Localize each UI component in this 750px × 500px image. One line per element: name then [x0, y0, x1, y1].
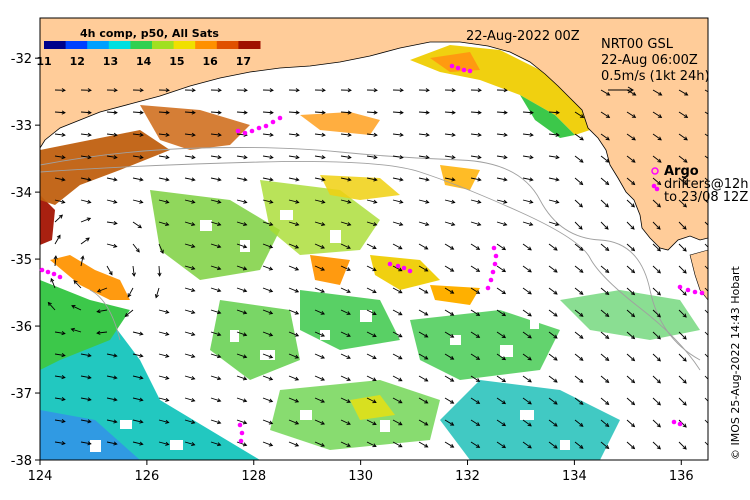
drifter-point [494, 254, 499, 259]
drifter-point [58, 275, 63, 280]
colorbar-title: 4h comp, p50, All Sats [80, 27, 219, 40]
drifter-point [678, 422, 683, 427]
current-arrowhead [709, 226, 712, 229]
drifter-point [402, 266, 407, 271]
drifter-point [450, 64, 455, 69]
colorbar-swatch [217, 41, 239, 49]
x-tick-label: 132 [455, 469, 480, 484]
drifter-point [278, 116, 283, 121]
drifter-point [491, 270, 496, 275]
colorbar-swatch [109, 41, 131, 49]
current-arrowhead [709, 292, 712, 295]
current-arrowhead [710, 137, 713, 140]
colorbar-label: 13 [103, 55, 118, 68]
drifter-point [678, 285, 683, 290]
current-time: 22-Aug 06:00Z [601, 53, 698, 68]
drifter-point [686, 288, 691, 293]
y-axis: -32 -33 -34 -35 -36 -37 -38 [11, 52, 40, 469]
current-arrowhead [709, 358, 712, 361]
current-arrowhead [709, 159, 712, 162]
drifter-point [388, 262, 393, 267]
drifter-point [236, 129, 241, 134]
drifter-point [693, 290, 698, 295]
drifter-point [52, 272, 57, 277]
drifter-point [700, 291, 705, 296]
y-tick-label: -38 [11, 454, 32, 469]
colorbar-label: 12 [70, 55, 85, 68]
current-scale: 0.5m/s (1kt 24h) [601, 69, 710, 84]
colorbar-label: 15 [169, 55, 184, 68]
current-arrowhead [709, 270, 712, 273]
x-tick-label: 136 [669, 469, 694, 484]
drifter-point [492, 246, 497, 251]
drifter-point [462, 68, 467, 73]
drifter-point [672, 420, 677, 425]
colorbar-label: 11 [36, 55, 51, 68]
drifter-point [250, 129, 255, 134]
drifter-point [264, 124, 269, 129]
drifter-point [489, 278, 494, 283]
x-tick-label: 130 [348, 469, 373, 484]
colorbar-swatch [66, 41, 88, 49]
current-arrowhead [709, 248, 712, 251]
colorbar-swatch [174, 41, 196, 49]
x-tick-label: 134 [562, 469, 587, 484]
y-tick-label: -33 [11, 119, 32, 134]
colorbar-swatch [44, 41, 66, 49]
drifter-point [238, 423, 243, 428]
colorbar-label: 14 [136, 55, 152, 68]
colorbar-swatch [195, 41, 217, 49]
drifter-point [243, 131, 248, 136]
colorbar-label: 16 [202, 55, 218, 68]
colorbar-label: 17 [236, 55, 251, 68]
y-tick-label: -34 [11, 186, 32, 201]
drifter-point [468, 69, 473, 74]
current-arrowhead [709, 446, 712, 449]
drifter-point [396, 264, 401, 269]
colorbar-swatch [130, 41, 152, 49]
drifter-point [456, 66, 461, 71]
y-tick-label: -36 [11, 320, 32, 335]
drifter-point [408, 269, 413, 274]
current-arrowhead [709, 402, 712, 405]
current-product: NRT00 GSL [601, 37, 674, 52]
x-tick-label: 124 [28, 469, 53, 484]
current-arrowhead [709, 380, 712, 383]
colorbar-swatch [238, 41, 260, 49]
drifter-point [40, 268, 45, 273]
drifter-point [271, 120, 276, 125]
x-tick-label: 128 [241, 469, 266, 484]
y-tick-label: -35 [11, 253, 32, 268]
credit-text: © IMOS 25-Aug-2022 14:43 Hobart [729, 266, 742, 460]
y-tick-label: -37 [11, 387, 32, 402]
drifter-point [257, 126, 262, 131]
current-arrowhead [710, 92, 713, 95]
colorbar-swatch [152, 41, 174, 49]
colorbar-strip [44, 41, 261, 49]
drifter-point [240, 431, 245, 436]
x-axis: 124 126 128 130 132 134 136 [28, 460, 694, 484]
legend-drifters-to: to 23/08 12Z [664, 190, 748, 205]
drifter-point [239, 439, 244, 444]
y-tick-label: -32 [11, 52, 32, 67]
header-date: 22-Aug-2022 00Z [466, 29, 580, 44]
drifter-point [46, 270, 51, 275]
x-tick-label: 126 [134, 469, 159, 484]
drifter-point [486, 286, 491, 291]
current-arrowhead [710, 114, 713, 117]
current-arrowhead [709, 424, 712, 427]
drifter-point [493, 262, 498, 267]
current-arrowhead [709, 336, 712, 339]
current-arrowhead [709, 314, 712, 317]
colorbar-swatch [87, 41, 109, 49]
